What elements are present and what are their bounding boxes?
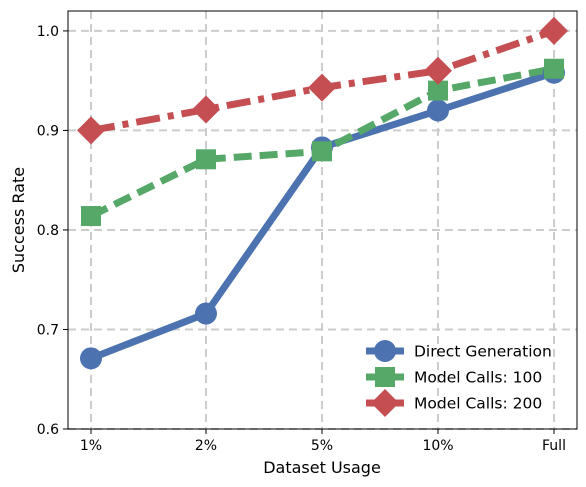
data-point-series-2 <box>428 80 448 101</box>
legend-label: Model Calls: 100 <box>414 369 542 387</box>
data-point-series-2 <box>196 149 216 170</box>
y-tick-label: 0.8 <box>37 223 59 239</box>
legend-label: Direct Generation <box>414 343 552 361</box>
data-point-series-1 <box>80 347 102 370</box>
x-tick-label: 1% <box>80 438 102 454</box>
data-point-series-3 <box>192 95 220 124</box>
data-point-series-2 <box>81 206 101 227</box>
legend-marker <box>371 389 399 417</box>
y-tick-label: 0.9 <box>37 123 59 139</box>
legend-marker <box>374 340 396 362</box>
x-axis-title: Dataset Usage <box>263 458 381 477</box>
data-point-series-3 <box>540 16 568 45</box>
data-point-series-2 <box>544 58 564 79</box>
y-axis-title: Success Rate <box>9 167 28 273</box>
y-tick-label: 1.0 <box>37 24 59 40</box>
legend-label: Model Calls: 200 <box>414 395 542 413</box>
y-tick-label: 0.7 <box>37 322 59 338</box>
y-tick-label: 0.6 <box>37 422 59 438</box>
x-axis: 1% 2% 5% 10% Full <box>80 429 566 454</box>
legend-marker <box>375 367 395 387</box>
y-axis: 0.6 0.7 0.8 0.9 1.0 <box>37 24 68 438</box>
data-point-series-1 <box>195 302 217 325</box>
x-tick-label: 5% <box>311 438 333 454</box>
data-point-series-3 <box>308 73 336 102</box>
legend: Direct Generation Model Calls: 100 Model C… <box>366 340 552 417</box>
x-tick-label: 2% <box>195 438 217 454</box>
data-point-series-3 <box>424 56 452 85</box>
data-point-series-2 <box>312 141 332 162</box>
data-point-series-3 <box>77 116 105 145</box>
data-point-series-1 <box>427 99 449 122</box>
series-layer <box>77 16 568 370</box>
x-tick-label: 10% <box>422 438 453 454</box>
x-tick-label: Full <box>542 438 566 454</box>
